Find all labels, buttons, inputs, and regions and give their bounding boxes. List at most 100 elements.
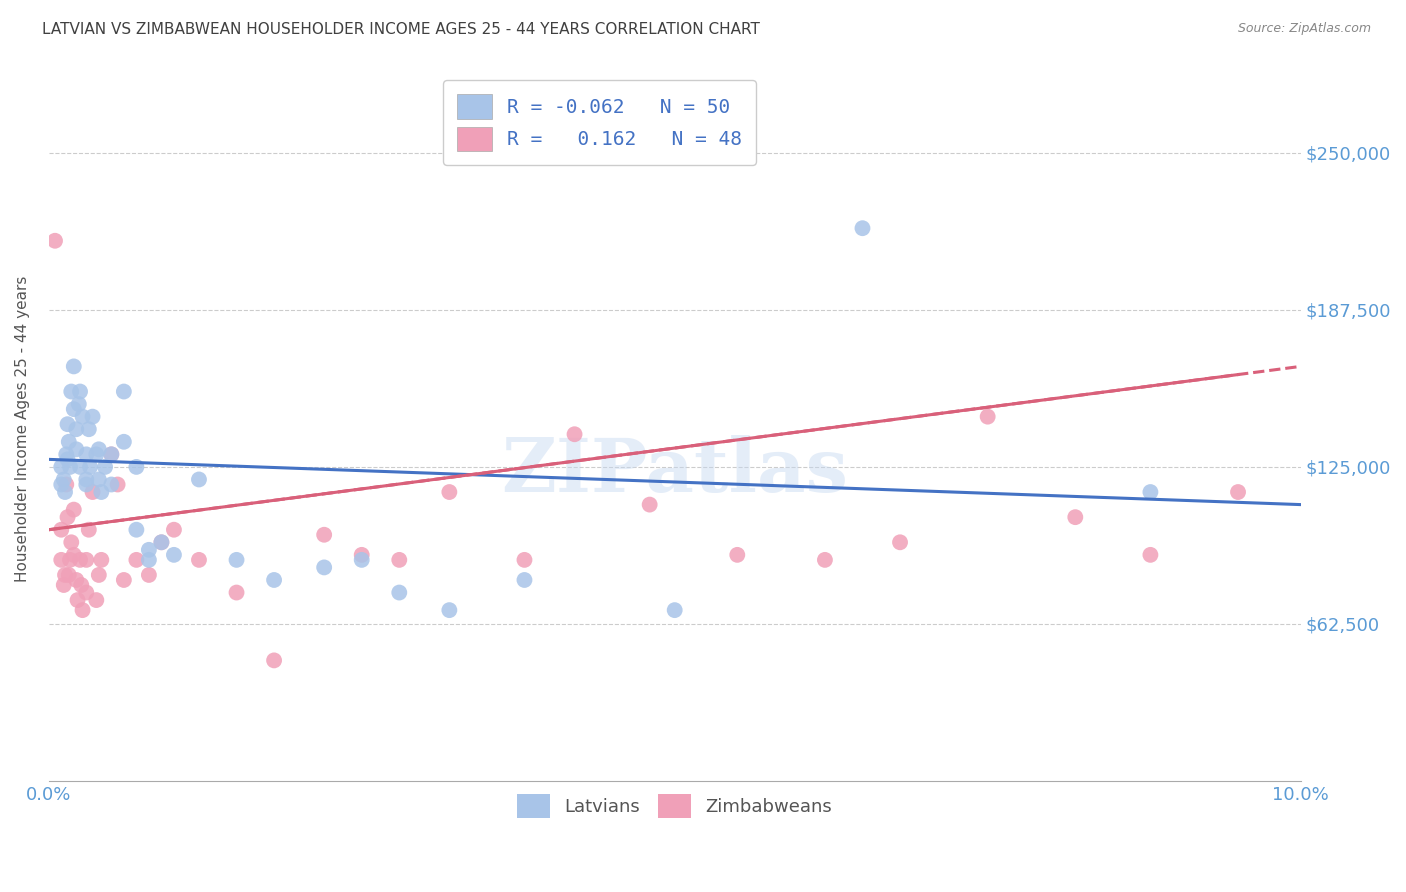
Point bbox=[664, 603, 686, 617]
Point bbox=[75, 553, 97, 567]
Point bbox=[638, 498, 661, 512]
Point bbox=[100, 477, 122, 491]
Point bbox=[225, 585, 247, 599]
Point bbox=[814, 553, 837, 567]
Point bbox=[138, 553, 160, 567]
Point bbox=[138, 542, 160, 557]
Point bbox=[65, 573, 87, 587]
Point bbox=[350, 548, 373, 562]
Point bbox=[725, 548, 748, 562]
Point bbox=[59, 459, 82, 474]
Point bbox=[100, 447, 122, 461]
Point bbox=[163, 548, 186, 562]
Point bbox=[56, 452, 79, 467]
Point bbox=[56, 417, 79, 432]
Point bbox=[314, 560, 336, 574]
Point bbox=[69, 553, 91, 567]
Point bbox=[889, 535, 911, 549]
Point bbox=[188, 473, 211, 487]
Point bbox=[439, 603, 461, 617]
Point bbox=[67, 397, 90, 411]
Point bbox=[82, 485, 104, 500]
Point bbox=[51, 553, 73, 567]
Point bbox=[62, 548, 84, 562]
Point bbox=[90, 553, 112, 567]
Point bbox=[44, 234, 66, 248]
Point bbox=[125, 523, 148, 537]
Point bbox=[53, 568, 76, 582]
Point bbox=[86, 447, 108, 461]
Point bbox=[163, 523, 186, 537]
Point bbox=[1064, 510, 1087, 524]
Point bbox=[513, 553, 536, 567]
Point bbox=[263, 653, 285, 667]
Point bbox=[56, 510, 79, 524]
Point bbox=[58, 568, 80, 582]
Point bbox=[188, 553, 211, 567]
Point bbox=[55, 447, 77, 461]
Point bbox=[69, 384, 91, 399]
Point bbox=[75, 477, 97, 491]
Point bbox=[112, 434, 135, 449]
Point bbox=[65, 422, 87, 436]
Legend: Latvians, Zimbabweans: Latvians, Zimbabweans bbox=[510, 787, 839, 825]
Point bbox=[86, 593, 108, 607]
Point bbox=[150, 535, 173, 549]
Point bbox=[79, 459, 101, 474]
Point bbox=[90, 485, 112, 500]
Point bbox=[976, 409, 998, 424]
Point bbox=[225, 553, 247, 567]
Point bbox=[350, 553, 373, 567]
Point bbox=[94, 459, 117, 474]
Point bbox=[513, 573, 536, 587]
Point bbox=[72, 409, 94, 424]
Point bbox=[87, 442, 110, 457]
Point bbox=[150, 535, 173, 549]
Text: Source: ZipAtlas.com: Source: ZipAtlas.com bbox=[1237, 22, 1371, 36]
Point bbox=[60, 384, 83, 399]
Point bbox=[62, 402, 84, 417]
Point bbox=[388, 553, 411, 567]
Y-axis label: Householder Income Ages 25 - 44 years: Householder Income Ages 25 - 44 years bbox=[15, 276, 30, 582]
Point bbox=[75, 447, 97, 461]
Point bbox=[77, 523, 100, 537]
Point bbox=[59, 553, 82, 567]
Point bbox=[70, 578, 93, 592]
Point bbox=[62, 502, 84, 516]
Point bbox=[112, 384, 135, 399]
Point bbox=[65, 442, 87, 457]
Point bbox=[138, 568, 160, 582]
Point bbox=[52, 578, 75, 592]
Point bbox=[851, 221, 873, 235]
Point bbox=[439, 485, 461, 500]
Point bbox=[69, 459, 91, 474]
Point bbox=[125, 459, 148, 474]
Point bbox=[112, 573, 135, 587]
Point bbox=[1139, 548, 1161, 562]
Point bbox=[58, 434, 80, 449]
Point bbox=[60, 535, 83, 549]
Point bbox=[1139, 485, 1161, 500]
Point bbox=[51, 477, 73, 491]
Point bbox=[100, 447, 122, 461]
Point bbox=[87, 568, 110, 582]
Point bbox=[53, 485, 76, 500]
Point bbox=[87, 473, 110, 487]
Point bbox=[107, 477, 129, 491]
Point bbox=[52, 473, 75, 487]
Point bbox=[62, 359, 84, 374]
Point bbox=[51, 523, 73, 537]
Point bbox=[55, 477, 77, 491]
Point bbox=[72, 603, 94, 617]
Point bbox=[75, 585, 97, 599]
Point bbox=[66, 593, 89, 607]
Point bbox=[82, 409, 104, 424]
Point bbox=[1227, 485, 1250, 500]
Point bbox=[314, 527, 336, 541]
Point bbox=[125, 553, 148, 567]
Text: LATVIAN VS ZIMBABWEAN HOUSEHOLDER INCOME AGES 25 - 44 YEARS CORRELATION CHART: LATVIAN VS ZIMBABWEAN HOUSEHOLDER INCOME… bbox=[42, 22, 761, 37]
Point bbox=[564, 427, 586, 442]
Point bbox=[75, 473, 97, 487]
Point bbox=[77, 422, 100, 436]
Text: ZIPatlas: ZIPatlas bbox=[501, 435, 848, 508]
